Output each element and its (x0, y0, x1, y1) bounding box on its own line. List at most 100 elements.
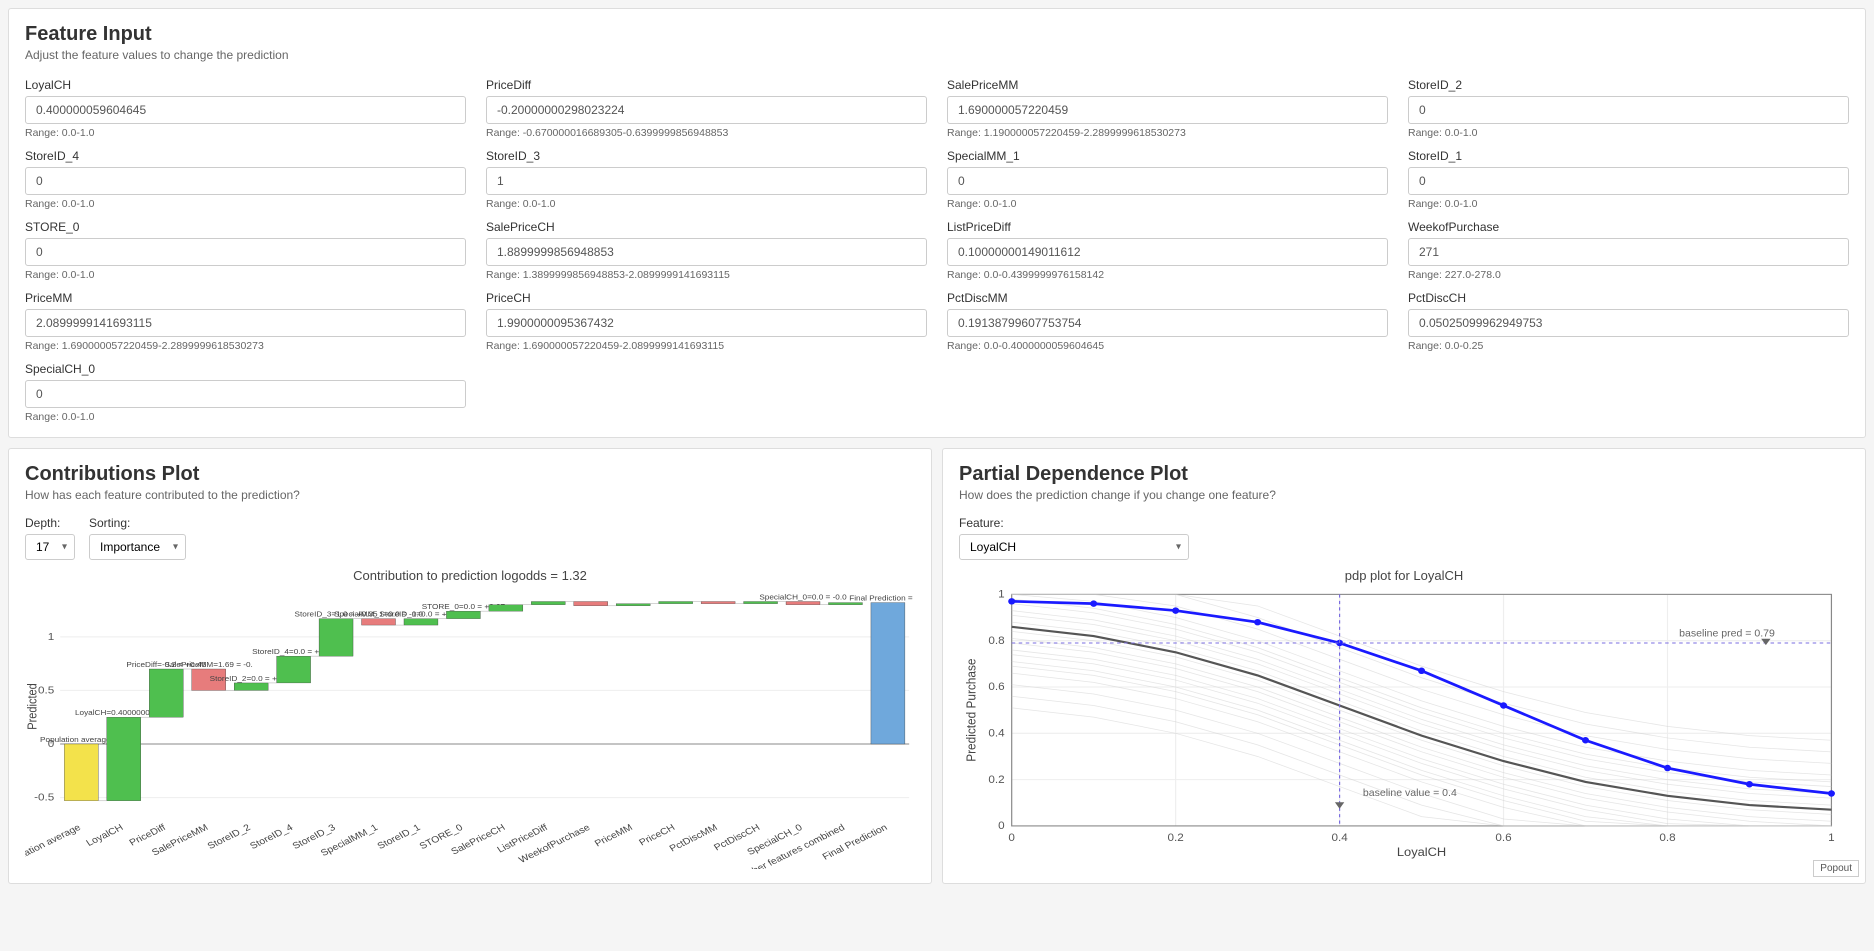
contributions-panel: Contributions Plot How has each feature … (8, 448, 932, 884)
feature-input-storeid_2[interactable] (1408, 96, 1849, 124)
feature-label: StoreID_2 (1408, 78, 1849, 92)
pdp-title: Partial Dependence Plot (959, 463, 1849, 486)
svg-text:0.2: 0.2 (1168, 832, 1184, 843)
contributions-title: Contributions Plot (25, 463, 915, 486)
feature-range: Range: 0.0-1.0 (1408, 127, 1849, 139)
svg-text:0.8: 0.8 (988, 635, 1004, 646)
svg-text:Predicted Purchase: Predicted Purchase (964, 658, 979, 761)
svg-text:0.4: 0.4 (988, 728, 1004, 739)
svg-text:0.2: 0.2 (988, 774, 1004, 785)
feature-range: Range: 1.190000057220459-2.2899999618530… (947, 127, 1388, 139)
feature-input-grid: LoyalCHRange: 0.0-1.0PriceDiffRange: -0.… (25, 78, 1849, 423)
pdp-panel: Partial Dependence Plot How does the pre… (942, 448, 1866, 884)
feature-field: PctDiscMMRange: 0.0-0.4000000059604645 (947, 291, 1388, 352)
feature-input-pricediff[interactable] (486, 96, 927, 124)
feature-label: PriceDiff (486, 78, 927, 92)
feature-input-weekofpurchase[interactable] (1408, 238, 1849, 266)
feature-field: LoyalCHRange: 0.0-1.0 (25, 78, 466, 139)
feature-field: PctDiscCHRange: 0.0-0.25 (1408, 291, 1849, 352)
sorting-label: Sorting: (89, 516, 186, 530)
feature-range: Range: 0.0-1.0 (486, 198, 927, 210)
feature-field: StoreID_4 Range: 0.0-1.0 (25, 149, 466, 210)
svg-text:0: 0 (1008, 832, 1015, 843)
svg-text:PriceMM: PriceMM (593, 823, 635, 849)
feature-input-panel: Feature Input Adjust the feature values … (8, 8, 1866, 438)
feature-range: Range: 0.0-1.0 (25, 198, 466, 210)
feature-input-pricemm[interactable] (25, 309, 466, 337)
feature-input-salepricemm[interactable] (947, 96, 1388, 124)
svg-text:1: 1 (1828, 832, 1835, 843)
feature-label: StoreID_1 (1408, 149, 1849, 163)
feature-label: PctDiscCH (1408, 291, 1849, 305)
feature-input-listpricediff[interactable] (947, 238, 1388, 266)
feature-field: PriceCHRange: 1.690000057220459-2.089999… (486, 291, 927, 352)
popout-button[interactable]: Popout (1813, 860, 1859, 877)
feature-field: SalePriceMM Range: 1.190000057220459-2.28… (947, 78, 1388, 139)
svg-text:StoreID_2: StoreID_2 (206, 823, 253, 852)
feature-label: PriceMM (25, 291, 466, 305)
contributions-chart-title: Contribution to prediction logodds = 1.3… (25, 568, 915, 583)
svg-text:0.6: 0.6 (988, 682, 1004, 693)
feature-input-specialch_0[interactable] (25, 380, 466, 408)
feature-input-subtitle: Adjust the feature values to change the … (25, 48, 1849, 62)
feature-label: StoreID_3 (486, 149, 927, 163)
svg-text:Population average: Population average (25, 822, 83, 869)
contributions-subtitle: How has each feature contributed to the … (25, 488, 915, 502)
feature-input-pctdiscmm[interactable] (947, 309, 1388, 337)
sorting-select[interactable]: Importance (89, 534, 186, 560)
feature-input-loyalch[interactable] (25, 96, 466, 124)
pdp-feature-select[interactable]: LoyalCH (959, 534, 1189, 560)
feature-input-storeid_1[interactable] (1408, 167, 1849, 195)
svg-text:Final Prediction = +1.: Final Prediction = +1. (849, 594, 915, 602)
feature-range: Range: 227.0-278.0 (1408, 269, 1849, 281)
svg-text:StoreID_1: StoreID_1 (376, 823, 423, 852)
pdp-chart: 00.20.40.60.8100.20.40.60.81LoyalCHPredi… (959, 589, 1849, 869)
feature-range: Range: 0.0-1.0 (25, 269, 466, 281)
feature-field: ListPriceDiffRange: 0.0-0.43999999761581… (947, 220, 1388, 281)
contributions-chart: -0.500.51PredictedPopulation average = -… (25, 589, 915, 869)
svg-text:LoyalCH: LoyalCH (85, 823, 126, 849)
svg-text:0.8: 0.8 (1659, 832, 1675, 843)
feature-input-salepricech[interactable] (486, 238, 927, 266)
feature-input-storeid_3[interactable] (486, 167, 927, 195)
feature-input-storeid_4[interactable] (25, 167, 466, 195)
svg-text:1: 1 (48, 632, 55, 643)
feature-range: Range: 0.0-1.0 (25, 411, 466, 423)
feature-label: SalePriceMM (947, 78, 1388, 92)
feature-input-pctdiscch[interactable] (1408, 309, 1849, 337)
svg-text:StoreID_4: StoreID_4 (248, 822, 296, 851)
pdp-chart-title: pdp plot for LoyalCH (959, 568, 1849, 583)
feature-range: Range: -0.670000016689305-0.639999985694… (486, 127, 927, 139)
feature-input-store_0[interactable] (25, 238, 466, 266)
feature-range: Range: 0.0-1.0 (1408, 198, 1849, 210)
svg-text:WeekofPurchase: WeekofPurchase (517, 822, 593, 865)
svg-text:baseline pred = 0.79: baseline pred = 0.79 (1679, 629, 1775, 640)
feature-range: Range: 1.3899999856948853-2.089999914169… (486, 269, 927, 281)
feature-field: StoreID_2 Range: 0.0-1.0 (1408, 78, 1849, 139)
feature-field: WeekofPurchaseRange: 227.0-278.0 (1408, 220, 1849, 281)
feature-label: SpecialMM_1 (947, 149, 1388, 163)
feature-field: StoreID_1 Range: 0.0-1.0 (1408, 149, 1849, 210)
svg-text:0.4: 0.4 (1331, 832, 1347, 843)
feature-label: StoreID_4 (25, 149, 466, 163)
svg-text:PctDiscMM: PctDiscMM (668, 823, 720, 854)
feature-range: Range: 1.690000057220459-2.2899999618530… (25, 340, 466, 352)
feature-input-pricech[interactable] (486, 309, 927, 337)
feature-field: PriceDiff Range: -0.670000016689305-0.639… (486, 78, 927, 139)
feature-field: PriceMM Range: 1.690000057220459-2.289999… (25, 291, 466, 352)
feature-field: SpecialMM_1Range: 0.0-1.0 (947, 149, 1388, 210)
feature-label: SalePriceCH (486, 220, 927, 234)
feature-input-specialmm_1[interactable] (947, 167, 1388, 195)
feature-range: Range: 0.0-0.4000000059604645 (947, 340, 1388, 352)
pdp-feature-label: Feature: (959, 516, 1189, 530)
feature-input-title: Feature Input (25, 23, 1849, 46)
svg-text:0.5: 0.5 (38, 685, 54, 696)
feature-range: Range: 0.0-0.4399999976158142 (947, 269, 1388, 281)
svg-text:0: 0 (998, 821, 1005, 832)
depth-select[interactable]: 17 (25, 534, 75, 560)
feature-label: PriceCH (486, 291, 927, 305)
feature-field: StoreID_3 Range: 0.0-1.0 (486, 149, 927, 210)
pdp-subtitle: How does the prediction change if you ch… (959, 488, 1849, 502)
svg-text:-0.5: -0.5 (34, 792, 54, 803)
feature-label: LoyalCH (25, 78, 466, 92)
